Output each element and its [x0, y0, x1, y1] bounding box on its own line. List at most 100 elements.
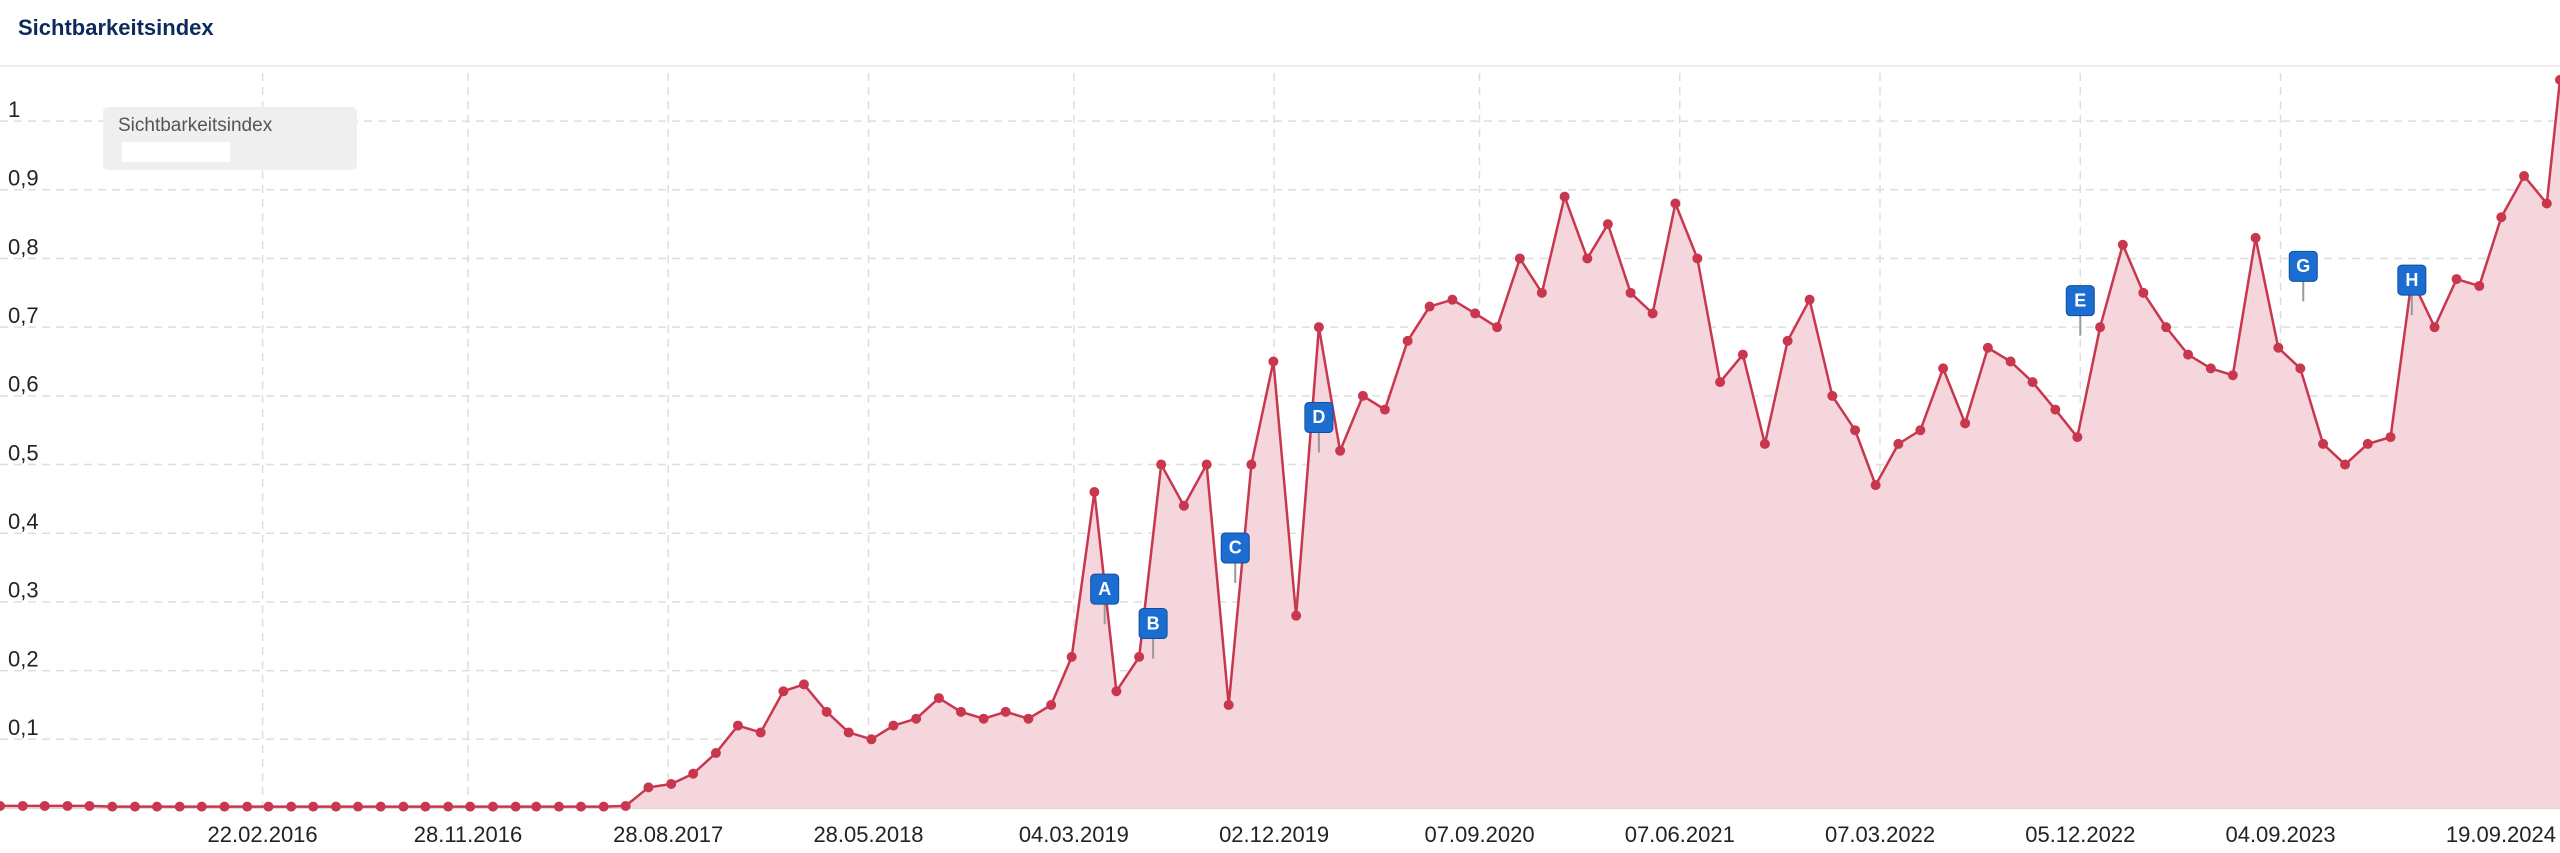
data-point [798, 679, 809, 690]
data-point [1424, 301, 1435, 312]
event-marker: D [1304, 401, 1334, 453]
x-tick-label: 04.03.2019 [1019, 822, 1129, 847]
event-marker: H [2397, 264, 2427, 316]
event-flag [1304, 401, 1334, 433]
data-point [2117, 239, 2128, 250]
data-point [1000, 706, 1011, 717]
data-point [174, 801, 185, 812]
data-point [465, 801, 476, 812]
data-point [1223, 699, 1234, 710]
data-point [2496, 212, 2507, 223]
event-label: G [2296, 256, 2310, 276]
x-tick-label: 19.09.2024 [2446, 822, 2556, 847]
data-point [866, 734, 877, 745]
data-point [1850, 425, 1861, 436]
data-point [778, 686, 789, 697]
event-label: B [1147, 613, 1160, 633]
data-point [643, 782, 654, 793]
data-point [1692, 253, 1703, 264]
data-point [39, 800, 50, 811]
legend-label: Sichtbarkeitsindex [118, 115, 273, 136]
data-point [710, 748, 721, 759]
data-point [1402, 335, 1413, 346]
data-point [2072, 432, 2083, 443]
data-point [2451, 274, 2462, 285]
data-point [2474, 280, 2485, 291]
event-flag [2288, 250, 2318, 282]
data-point [2250, 232, 2261, 243]
data-point [1246, 459, 1257, 470]
data-point [2429, 322, 2440, 333]
data-point [1201, 459, 1212, 470]
data-point [308, 801, 319, 812]
data-point [2318, 438, 2329, 449]
event-flag [1138, 608, 1168, 640]
data-point [1827, 390, 1838, 401]
y-tick-label: 0,2 [8, 646, 39, 671]
x-tick-label: 04.09.2023 [2225, 822, 2335, 847]
data-point [1089, 487, 1100, 498]
y-tick-label: 0,1 [8, 715, 39, 740]
data-point [1470, 308, 1481, 319]
data-point [2027, 377, 2038, 388]
data-point [911, 713, 922, 724]
data-point [17, 800, 28, 811]
y-tick-label: 0,4 [8, 509, 39, 534]
data-point [219, 801, 230, 812]
data-point [978, 713, 989, 724]
data-point [1046, 699, 1057, 710]
data-point [2205, 363, 2216, 374]
data-point [1357, 390, 1368, 401]
x-tick-label: 28.05.2018 [813, 822, 923, 847]
data-point [1313, 322, 1324, 333]
legend: Sichtbarkeitsindex [103, 107, 357, 170]
data-point [1559, 191, 1570, 202]
data-point [732, 720, 743, 731]
y-tick-label: 0,6 [8, 372, 39, 397]
data-point [2183, 349, 2194, 360]
data-point [1268, 356, 1279, 367]
event-label: A [1098, 579, 1111, 599]
data-point [1625, 287, 1636, 298]
x-tick-label: 07.03.2022 [1825, 822, 1935, 847]
data-point [1291, 610, 1302, 621]
data-point [129, 801, 140, 812]
y-tick-label: 0,8 [8, 234, 39, 259]
data-point [510, 801, 521, 812]
data-point [1492, 322, 1503, 333]
event-flag [2065, 285, 2095, 317]
data-point [620, 800, 631, 811]
plot: 0,1 0,2 0,3 0,4 0,5 0,6 0,7 0,8 0,9 1 22.02.2016 28… [0, 73, 2560, 847]
data-point [1447, 294, 1458, 305]
legend-input [122, 142, 230, 162]
data-point [487, 801, 498, 812]
data-point [420, 801, 431, 812]
x-tick-label: 02.12.2019 [1219, 822, 1329, 847]
data-point [1582, 253, 1593, 264]
x-tick-label: 22.02.2016 [208, 822, 318, 847]
data-point [1670, 198, 1681, 209]
data-point [2555, 74, 2560, 85]
data-point [62, 800, 73, 811]
data-point [1066, 651, 1077, 662]
data-point [1804, 294, 1815, 305]
event-label: H [2405, 270, 2418, 290]
data-point [1178, 500, 1189, 511]
data-point [2095, 322, 2106, 333]
data-point [107, 801, 118, 812]
data-point [1982, 342, 1993, 353]
data-point [688, 768, 699, 779]
data-point [1938, 363, 1949, 374]
data-point [666, 778, 677, 789]
data-point [352, 801, 363, 812]
data-point [1782, 335, 1793, 346]
data-point [443, 801, 454, 812]
data-point [2519, 171, 2530, 182]
data-point [2227, 370, 2238, 381]
event-marker: A [1090, 573, 1120, 625]
x-tick-label: 07.09.2020 [1424, 822, 1534, 847]
data-point [375, 801, 386, 812]
data-point [1893, 438, 1904, 449]
data-point [2050, 404, 2061, 415]
